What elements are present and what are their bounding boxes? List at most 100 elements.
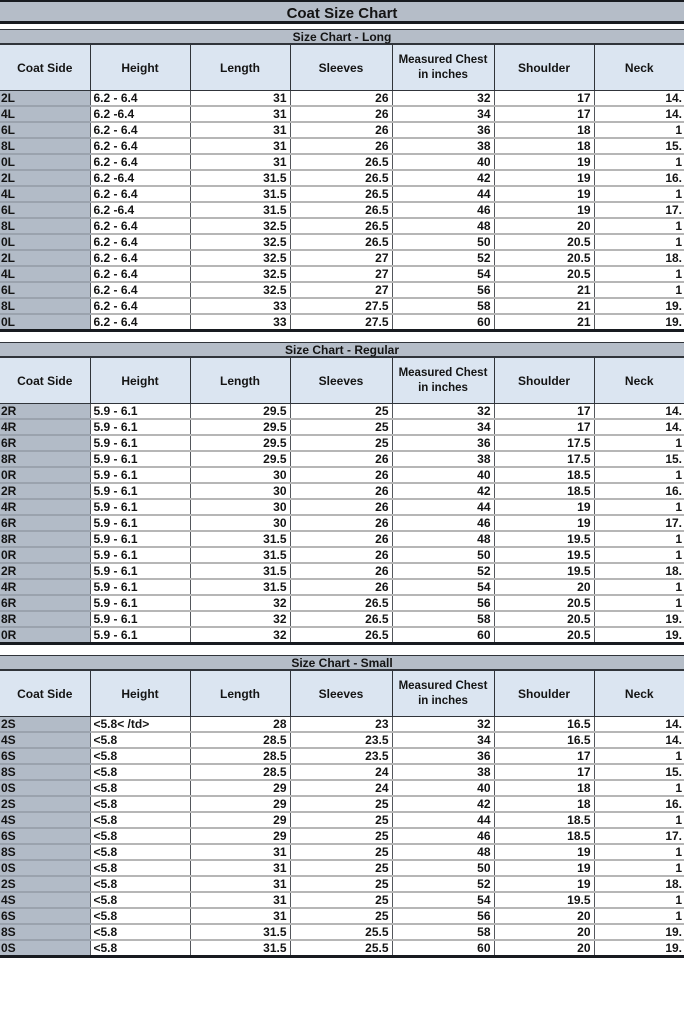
table-cell: 54: [391, 266, 494, 283]
table-cell: 6S: [0, 828, 90, 845]
table-cell: 18.5: [493, 828, 594, 845]
table-cell: 26: [289, 451, 392, 468]
column-header: Height: [89, 357, 191, 404]
size-table-small: Coat Side Height Length Sleeves Measured Che…: [0, 670, 684, 958]
table-cell: 5.9 - 6.1: [89, 547, 190, 564]
table-row: 2L 6.2 - 6.4 31 26 32 17 14.: [0, 90, 684, 107]
table-cell: 16.5: [493, 732, 594, 749]
table-cell: 20: [493, 908, 594, 925]
table-cell: 60: [391, 940, 494, 957]
table-cell: 14.: [593, 716, 684, 733]
table-cell: 31: [189, 122, 290, 139]
table-cell: 26: [289, 467, 392, 484]
table-cell: 0S: [0, 940, 90, 957]
table-cell: 58: [391, 611, 494, 628]
table-cell: 36: [391, 122, 494, 139]
table-cell: 1: [593, 748, 684, 765]
table-cell: 33: [189, 314, 290, 331]
table-cell: 20: [493, 940, 594, 957]
table-cell: 52: [391, 876, 494, 893]
column-header: Neck: [593, 44, 684, 91]
table-row: 6S <5.8 29 25 46 18.5 17.: [0, 828, 684, 845]
table-cell: 38: [391, 451, 494, 468]
column-header: Shoulder: [493, 357, 595, 404]
table-cell: 56: [391, 282, 494, 299]
table-cell: 1: [593, 531, 684, 548]
size-section-long: Size Chart - Long Coat Side Height Length S…: [0, 29, 684, 332]
table-cell: 34: [391, 419, 494, 436]
section-title: Size Chart - Long: [0, 29, 684, 44]
table-cell: 18.: [593, 876, 684, 893]
table-cell: 8R: [0, 531, 90, 548]
table-cell: 6R: [0, 435, 90, 452]
table-cell: 40: [391, 467, 494, 484]
table-cell: 1: [593, 595, 684, 612]
column-header: Measured Chest in inches: [391, 357, 495, 404]
table-cell: 48: [391, 218, 494, 235]
table-cell: 14.: [593, 90, 684, 107]
table-cell: 32.5: [189, 234, 290, 251]
table-cell: 17.: [593, 202, 684, 219]
column-header: Neck: [593, 670, 684, 717]
table-cell: 31.5: [189, 202, 290, 219]
table-row: 2S <5.8< /td> 28 23 32 16.5 14.: [0, 716, 684, 733]
table-cell: 18.: [593, 250, 684, 267]
table-cell: 0L: [0, 154, 90, 171]
table-cell: 2S: [0, 796, 90, 813]
table-cell: 31.5: [189, 170, 290, 187]
table-cell: 29.5: [189, 435, 290, 452]
table-cell: 19: [493, 154, 594, 171]
table-cell: 26.5: [289, 202, 392, 219]
table-cell: 19.5: [493, 892, 594, 909]
table-cell: 16.5: [493, 716, 594, 733]
table-cell: 0L: [0, 234, 90, 251]
table-row: 8S <5.8 28.5 24 38 17 15.: [0, 764, 684, 781]
table-cell: 2S: [0, 716, 90, 733]
table-row: 0R 5.9 - 6.1 32 26.5 60 20.5 19.: [0, 627, 684, 644]
table-cell: 20.5: [493, 234, 594, 251]
table-cell: 23.5: [289, 732, 392, 749]
column-header: Sleeves: [289, 44, 393, 91]
table-cell: 6.2 -6.4: [89, 170, 190, 187]
table-cell: 1: [593, 282, 684, 299]
table-row: 0R 5.9 - 6.1 30 26 40 18.5 1: [0, 467, 684, 484]
column-header: Coat Side: [0, 357, 91, 404]
column-header: Measured Chest in inches: [391, 44, 495, 91]
table-cell: 19: [493, 186, 594, 203]
table-cell: 26: [289, 138, 392, 155]
table-cell: 19: [493, 876, 594, 893]
column-header: Sleeves: [289, 357, 393, 404]
table-cell: 2R: [0, 563, 90, 580]
table-cell: 5.9 - 6.1: [89, 403, 190, 420]
table-cell: 46: [391, 202, 494, 219]
table-cell: 5.9 - 6.1: [89, 515, 190, 532]
table-cell: 18.: [593, 563, 684, 580]
table-cell: 30: [189, 467, 290, 484]
table-cell: 17.: [593, 828, 684, 845]
table-row: 6L 6.2 - 6.4 32.5 27 56 21 1: [0, 282, 684, 299]
table-row: 8S <5.8 31.5 25.5 58 20 19.: [0, 924, 684, 941]
table-cell: 4L: [0, 106, 90, 123]
table-cell: 29.5: [189, 451, 290, 468]
table-cell: <5.8: [89, 924, 190, 941]
table-row: 0S <5.8 31.5 25.5 60 20 19.: [0, 940, 684, 957]
table-cell: 50: [391, 547, 494, 564]
table-cell: 19.5: [493, 531, 594, 548]
table-cell: 18: [493, 122, 594, 139]
table-cell: 29: [189, 780, 290, 797]
table-cell: 18: [493, 780, 594, 797]
table-cell: 26.5: [289, 186, 392, 203]
table-cell: 19.: [593, 627, 684, 644]
table-cell: 18: [493, 138, 594, 155]
table-cell: 27: [289, 250, 392, 267]
table-row: 8R 5.9 - 6.1 31.5 26 48 19.5 1: [0, 531, 684, 548]
column-header: Measured Chest in inches: [391, 670, 495, 717]
section-title: Size Chart - Regular: [0, 342, 684, 357]
table-cell: 17: [493, 419, 594, 436]
table-cell: 31: [189, 90, 290, 107]
table-cell: 26: [289, 515, 392, 532]
table-cell: 2L: [0, 170, 90, 187]
table-cell: 24: [289, 780, 392, 797]
table-cell: 58: [391, 924, 494, 941]
table-cell: 19: [493, 515, 594, 532]
